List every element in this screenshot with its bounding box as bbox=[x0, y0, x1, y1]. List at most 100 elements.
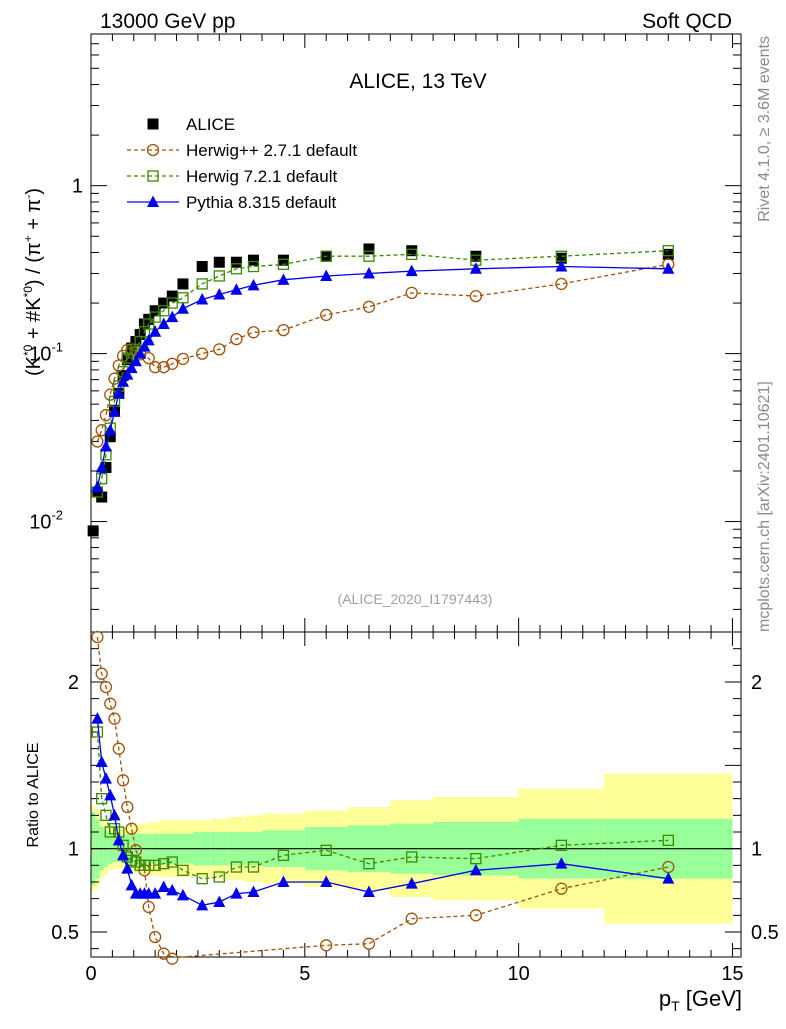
legend-marker bbox=[147, 170, 159, 182]
ratio-herwig-721-point bbox=[406, 851, 418, 863]
alice-data-point bbox=[213, 256, 225, 268]
ratio-herwigpp-271-point bbox=[166, 952, 179, 965]
herwig-721-point bbox=[177, 292, 189, 304]
ratio-y-tick-label: 0.5 bbox=[51, 922, 79, 944]
ratio-herwig-721-point bbox=[104, 826, 116, 838]
pythia-8315-point bbox=[129, 354, 142, 367]
ratio-herwig-721-point bbox=[320, 844, 332, 856]
alice-data-point bbox=[363, 243, 375, 255]
alice-data-point bbox=[104, 431, 116, 443]
ratio-herwig-721-point bbox=[277, 849, 290, 861]
ratio-herwig-721-point bbox=[213, 871, 225, 883]
herwigpp-271-point bbox=[166, 357, 179, 370]
ratio-herwig-721-line bbox=[96, 731, 669, 880]
rivet-label: Rivet 4.1.0, ≥ 3.6M events bbox=[756, 36, 773, 222]
ratio-pythia-8315-point bbox=[196, 898, 209, 911]
ratio-pythia-8315-point bbox=[555, 857, 568, 869]
ratio-pythia-8315-point bbox=[362, 885, 375, 897]
ratio-herwig-721-point bbox=[662, 834, 674, 846]
alice-data-point bbox=[406, 245, 418, 257]
herwig-721-point bbox=[230, 263, 243, 275]
herwig-721-point bbox=[213, 270, 225, 282]
ratio-y-tick-label-right: 0.5 bbox=[751, 922, 779, 944]
ratio-pythia-8315-point bbox=[469, 863, 482, 876]
herwigpp-271-point bbox=[469, 289, 483, 303]
herwigpp-271-point bbox=[362, 300, 376, 313]
pythia-8315-point bbox=[138, 340, 151, 352]
y-tick-label: 10-2 bbox=[29, 508, 63, 534]
pythia-8315-point bbox=[91, 480, 104, 493]
pythia-8315-point bbox=[196, 293, 209, 305]
ratio-ylabel: Ratio to ALICE bbox=[25, 743, 42, 848]
herwigpp-271-point bbox=[230, 332, 243, 346]
main-ylabel: (K*0 + #K*0) / (π+ + π-) bbox=[21, 188, 45, 376]
main-panel: 10-2 10-1 1 ALICE Herwig++ 2.7.1 default Herw… bbox=[29, 33, 742, 633]
herwig-721-point bbox=[320, 250, 332, 262]
alice-data-point bbox=[100, 461, 112, 473]
ratio-pythia-8315-point bbox=[91, 712, 104, 724]
ratio-herwigpp-271-point bbox=[112, 742, 125, 755]
pythia-8315-point bbox=[247, 278, 260, 291]
ratio-herwig-721-point bbox=[230, 861, 243, 873]
herwigpp-271-point bbox=[213, 343, 226, 356]
herwigpp-271-point bbox=[196, 347, 209, 360]
herwigpp-271-point bbox=[157, 361, 170, 374]
ratio-pythia-8315-point bbox=[405, 877, 418, 889]
herwigpp-271-point bbox=[91, 435, 104, 448]
legend-marker bbox=[147, 118, 159, 130]
herwigpp-271-point bbox=[277, 323, 290, 337]
alice-data-point bbox=[470, 250, 482, 262]
ratio-herwig-721-point bbox=[196, 873, 208, 885]
pythia-8315-point bbox=[112, 386, 125, 399]
herwig-721-point bbox=[149, 311, 161, 323]
pythia-8315-line bbox=[96, 265, 669, 488]
ratio-pythia-8315-point bbox=[166, 883, 179, 896]
ratio-herwigpp-271-point bbox=[95, 667, 108, 680]
ratio-herwigpp-271-point bbox=[116, 774, 130, 787]
ratio-herwig-721-point bbox=[166, 856, 178, 868]
pythia-8315-point bbox=[104, 423, 117, 436]
pythia-8315-point bbox=[125, 361, 138, 374]
ratio-herwigpp-271-point bbox=[99, 680, 113, 694]
ratio-herwig-721-point bbox=[100, 809, 112, 821]
alice-data-point bbox=[230, 256, 242, 268]
herwig-721-point bbox=[196, 278, 208, 290]
ratio-pythia-8315-point bbox=[104, 788, 117, 801]
pythia-8315-point bbox=[277, 273, 290, 285]
pythia-8315-point bbox=[320, 269, 333, 281]
pythia-8315-point bbox=[157, 317, 170, 330]
ratio-herwigpp-271-point bbox=[121, 800, 134, 814]
legend-marker bbox=[146, 143, 160, 157]
ratio-herwigpp-271-point bbox=[405, 912, 418, 925]
ratio-herwig-721-point bbox=[177, 864, 189, 876]
ratio-herwig-721-point bbox=[91, 726, 104, 738]
pythia-8315-point bbox=[555, 260, 568, 272]
herwigpp-271-point bbox=[247, 326, 260, 339]
legend-label: Herwig++ 2.7.1 default bbox=[186, 141, 357, 160]
pythia-8315-point bbox=[469, 262, 482, 274]
herwig-721-point bbox=[247, 260, 260, 273]
ratio-herwigpp-271-point bbox=[104, 697, 117, 710]
ratio-y-tick-label: 1 bbox=[68, 839, 79, 861]
ratio-pythia-8315-point bbox=[176, 888, 189, 901]
pythia-8315-point bbox=[117, 375, 130, 387]
herwig-721-point bbox=[125, 347, 138, 359]
alice-data-point bbox=[149, 305, 161, 317]
ratio-y-tick-label-right: 2 bbox=[751, 672, 762, 694]
y-tick-label: 1 bbox=[72, 176, 83, 198]
ratio-herwigpp-271-point bbox=[469, 909, 483, 922]
ratio-herwigpp-271-point bbox=[125, 822, 138, 835]
alice-data-point bbox=[166, 290, 178, 302]
ratio-herwigpp-271-point bbox=[362, 937, 376, 950]
alice-data-point bbox=[662, 248, 674, 260]
ratio-pythia-8315-point bbox=[121, 862, 134, 874]
alice-data-point bbox=[277, 254, 289, 266]
pythia-8315-point bbox=[142, 333, 155, 346]
herwig-721-point bbox=[166, 297, 178, 309]
ratio-herwigpp-271-point bbox=[320, 939, 333, 952]
ratio-herwig-721-point bbox=[363, 858, 375, 870]
ratio-herwig-721-point bbox=[158, 858, 170, 870]
header-left: 13000 GeV pp bbox=[100, 10, 235, 33]
alice-data-point bbox=[158, 297, 170, 309]
